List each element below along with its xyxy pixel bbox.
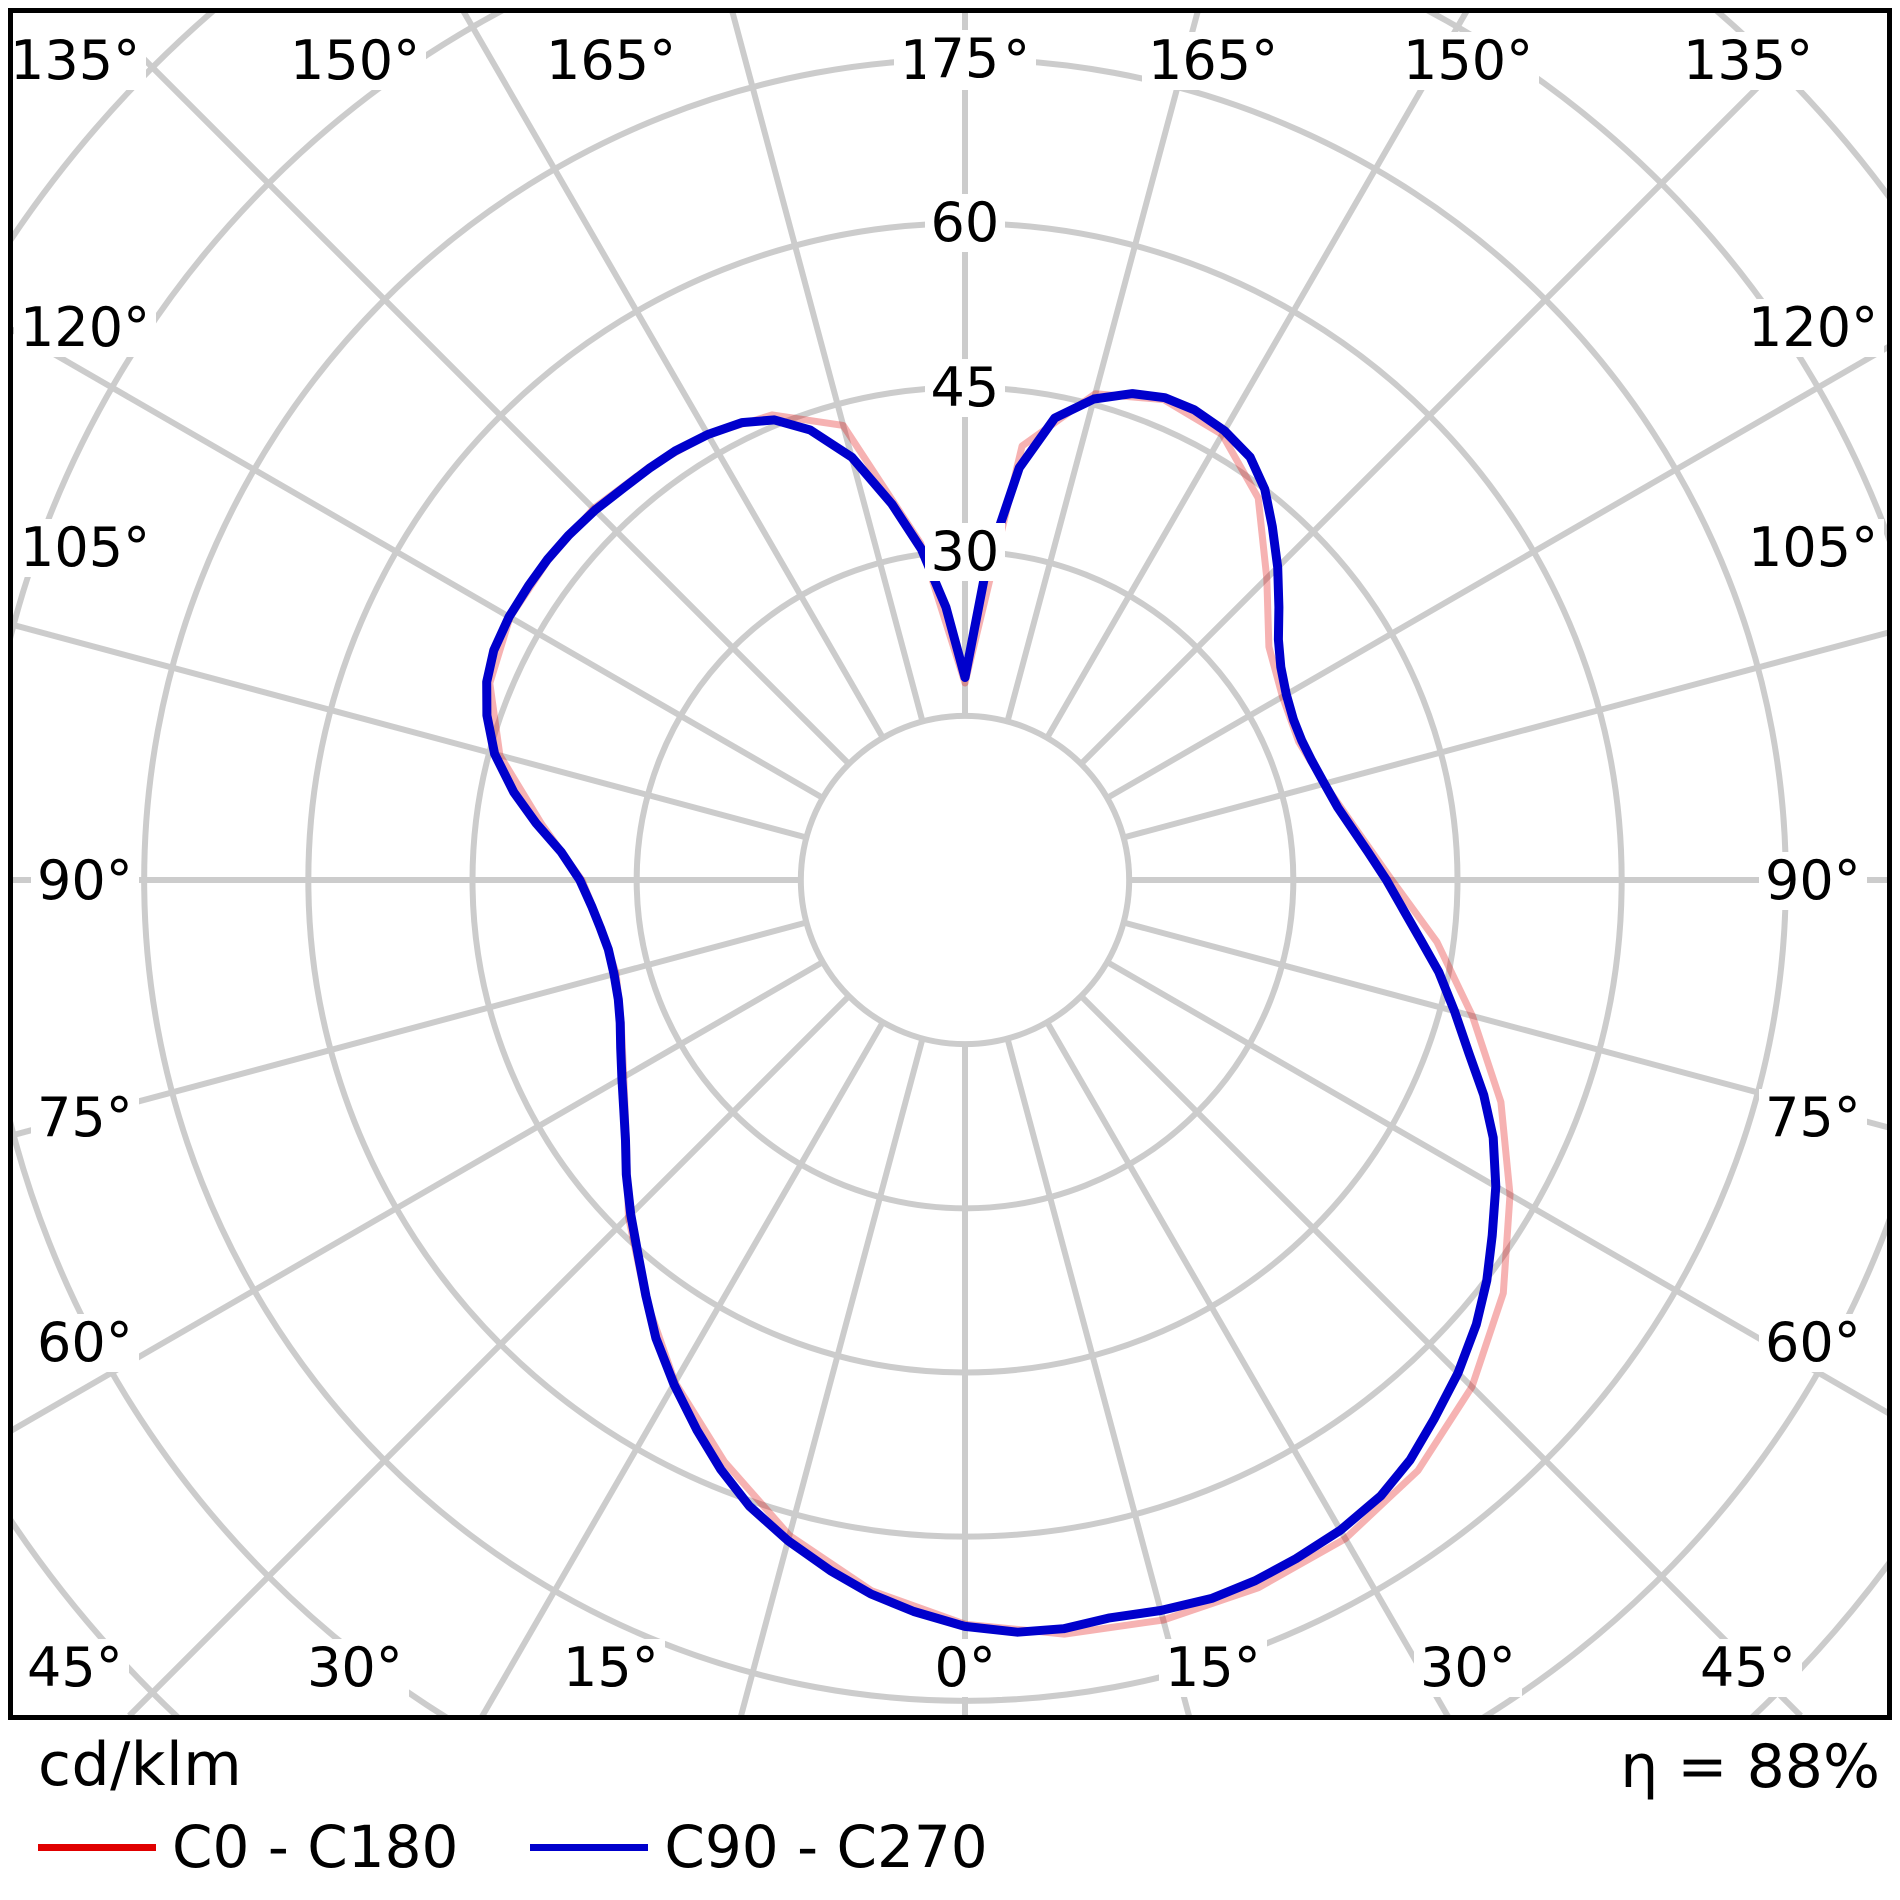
angle-label-left-4: 60° <box>31 1314 139 1372</box>
radial-tick-label-45: 45 <box>924 358 1006 417</box>
angle-label-top-1: 150° <box>284 32 427 90</box>
plot-area: 135°150°165°180°165°150°135°45°30°15°0°1… <box>8 8 1892 1720</box>
distribution-curves <box>482 389 1514 1638</box>
radial-tick-label-75: 75 <box>924 30 1006 89</box>
polar-grid-and-curves <box>13 13 1887 1715</box>
radial-tick-label-30: 30 <box>924 522 1006 581</box>
efficiency-label: η = 88% <box>1620 1732 1880 1802</box>
polar-grid <box>13 13 1887 1715</box>
angle-label-bottom-4: 15° <box>1159 1639 1267 1697</box>
angle-label-right-0: 120° <box>1742 299 1885 357</box>
angle-label-bottom-3: 0° <box>928 1639 1002 1697</box>
angle-label-right-1: 105° <box>1742 519 1885 577</box>
angle-label-bottom-0: 45° <box>21 1639 129 1697</box>
angle-label-top-2: 165° <box>540 32 683 90</box>
angle-label-top-6: 135° <box>1677 32 1820 90</box>
angle-label-right-2: 90° <box>1759 852 1867 910</box>
chart-footer: cd/klm η = 88% C0 - C180 C90 - C270 <box>8 1726 1892 1892</box>
angle-label-bottom-5: 30° <box>1414 1639 1522 1697</box>
angle-label-bottom-1: 30° <box>301 1639 409 1697</box>
legend-swatch-c90-c270 <box>530 1843 649 1851</box>
legend-item-c0-c180: C0 - C180 <box>38 1818 458 1876</box>
angle-label-right-3: 75° <box>1759 1089 1867 1147</box>
unit-label: cd/klm <box>38 1730 243 1800</box>
legend-item-c90-c270: C90 - C270 <box>530 1813 988 1881</box>
angle-label-left-3: 75° <box>31 1089 139 1147</box>
angle-label-bottom-6: 45° <box>1694 1639 1802 1697</box>
legend-label-c90-c270: C90 - C270 <box>664 1813 988 1881</box>
legend-swatch-c0-c180 <box>38 1843 156 1851</box>
legend-label-c0-c180: C0 - C180 <box>172 1813 459 1881</box>
angle-label-top-0: 135° <box>13 32 147 90</box>
radial-tick-label-60: 60 <box>924 194 1006 253</box>
angle-label-top-4: 165° <box>1142 32 1285 90</box>
angle-label-bottom-2: 15° <box>557 1639 665 1697</box>
angle-label-top-5: 150° <box>1397 32 1540 90</box>
angle-label-left-0: 120° <box>14 299 157 357</box>
angle-label-left-1: 105° <box>14 519 157 577</box>
angle-label-left-2: 90° <box>31 852 139 910</box>
legend: C0 - C180 C90 - C270 <box>38 1818 1060 1876</box>
angle-label-right-4: 60° <box>1759 1314 1867 1372</box>
